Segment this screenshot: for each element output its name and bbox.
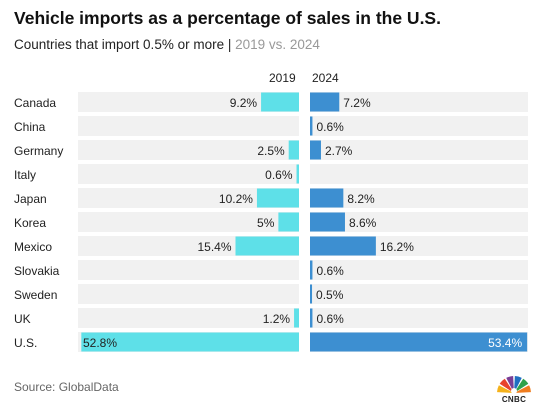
- bar-2024: [310, 260, 313, 280]
- category-label: Slovakia: [14, 264, 60, 278]
- row-background-right-germany: [310, 140, 528, 160]
- bar-2024: [310, 212, 345, 232]
- chart-title: Vehicle imports as a percentage of sales…: [14, 8, 441, 28]
- row-background-left-china: [78, 116, 299, 136]
- row-background-left-slovakia: [78, 260, 299, 280]
- category-label: Mexico: [14, 240, 52, 254]
- row-background-right-korea: [310, 212, 528, 232]
- value-label-2019: 1.2%: [263, 312, 291, 326]
- bar-2024: [310, 92, 340, 112]
- bar-2019: [288, 140, 299, 160]
- category-label: Japan: [14, 192, 47, 206]
- chart-subtitle: Countries that import 0.5% or more | 201…: [14, 37, 320, 52]
- source-note: Source: GlobalData: [14, 380, 119, 394]
- cnbc-logo-text: CNBC: [501, 395, 527, 404]
- row-background-right-slovakia: [310, 260, 528, 280]
- bar-2019: [81, 332, 299, 352]
- value-label-2024: 2.7%: [325, 144, 353, 158]
- category-label: Korea: [14, 216, 46, 230]
- value-label-2024: 8.2%: [347, 192, 375, 206]
- year-header-2019: 2019: [269, 71, 296, 85]
- row-background-right-sweden: [310, 284, 528, 304]
- row-background-right-uk: [310, 308, 528, 328]
- value-label-2019: 0.6%: [265, 168, 293, 182]
- bar-2019: [278, 212, 299, 232]
- row-background-left-japan: [78, 188, 299, 208]
- value-label-2024: 7.2%: [343, 96, 371, 110]
- row-background-right-japan: [310, 188, 528, 208]
- bar-2024: [310, 116, 313, 136]
- value-label-2019: 2.5%: [257, 144, 285, 158]
- value-label-2024: 53.4%: [488, 336, 522, 350]
- bar-2019: [261, 92, 299, 112]
- bar-2024: [310, 284, 313, 304]
- category-label: U.S.: [14, 336, 37, 350]
- value-label-2024: 0.6%: [316, 312, 344, 326]
- peacock-feather: [497, 385, 514, 393]
- value-label-2024: 0.5%: [316, 288, 344, 302]
- row-background-left-korea: [78, 212, 299, 232]
- category-label: China: [14, 120, 46, 134]
- row-background-left-uk: [78, 308, 299, 328]
- category-label: UK: [14, 312, 31, 326]
- category-label: Italy: [14, 168, 36, 182]
- peacock-icon: [497, 376, 531, 394]
- value-label-2024: 0.6%: [316, 264, 344, 278]
- peacock-feather: [499, 378, 514, 393]
- row-background-left-germany: [78, 140, 299, 160]
- peacock-feather: [514, 385, 531, 393]
- value-label-2024: 0.6%: [316, 120, 344, 134]
- row-background-right-china: [310, 116, 528, 136]
- year-header-2024: 2024: [312, 71, 339, 85]
- value-label-2019: 15.4%: [197, 240, 231, 254]
- peacock-feather: [514, 378, 529, 393]
- bar-2024: [310, 188, 344, 208]
- value-label-2019: 10.2%: [219, 192, 253, 206]
- row-background-right-italy: [310, 164, 528, 184]
- row-background-right-canada: [310, 92, 528, 112]
- bar-2024: [310, 140, 321, 160]
- row-background-left-canada: [78, 92, 299, 112]
- bar-2024: [310, 308, 313, 328]
- value-label-2024: 16.2%: [380, 240, 414, 254]
- cnbc-logo: CNBC: [496, 372, 532, 406]
- category-label: Canada: [14, 96, 56, 110]
- category-label: Sweden: [14, 288, 57, 302]
- bar-2019: [256, 188, 299, 208]
- subtitle-comparison: 2019 vs. 2024: [235, 37, 320, 52]
- bar-2024: [310, 332, 528, 352]
- subtitle-main: Countries that import 0.5% or more: [14, 37, 225, 52]
- bar-2019: [296, 164, 299, 184]
- bar-2024: [310, 236, 376, 256]
- value-label-2019: 9.2%: [230, 96, 258, 110]
- value-label-2019: 52.8%: [83, 336, 117, 350]
- bar-2019: [294, 308, 299, 328]
- peacock-body: [511, 388, 517, 394]
- row-background-left-italy: [78, 164, 299, 184]
- row-background-left-sweden: [78, 284, 299, 304]
- category-label: Germany: [14, 144, 63, 158]
- bar-2019: [235, 236, 299, 256]
- value-label-2019: 5%: [257, 216, 275, 230]
- value-label-2024: 8.6%: [349, 216, 377, 230]
